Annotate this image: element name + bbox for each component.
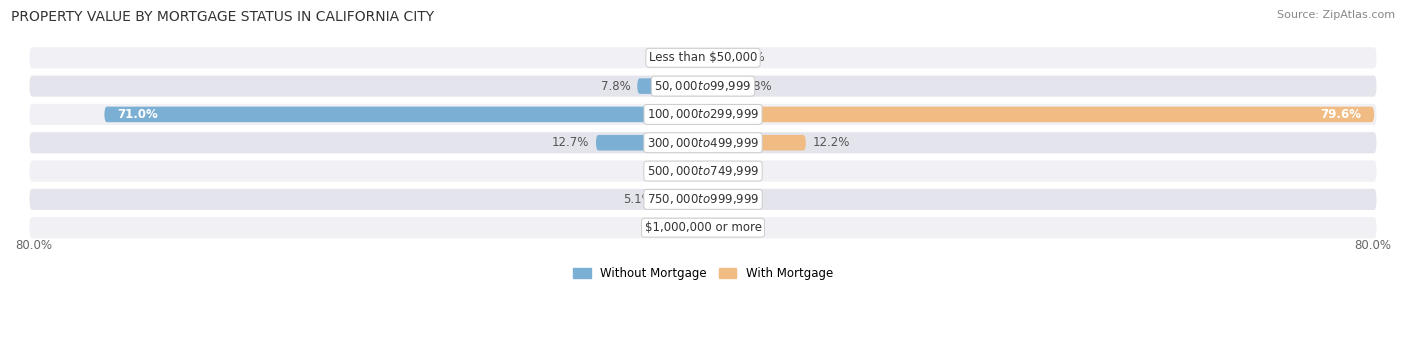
- FancyBboxPatch shape: [596, 135, 703, 151]
- Text: 7.8%: 7.8%: [600, 80, 630, 92]
- FancyBboxPatch shape: [104, 107, 703, 122]
- FancyBboxPatch shape: [703, 135, 806, 151]
- Text: Source: ZipAtlas.com: Source: ZipAtlas.com: [1277, 10, 1395, 20]
- Text: 3.0%: 3.0%: [735, 51, 765, 64]
- Text: 12.2%: 12.2%: [813, 136, 851, 149]
- FancyBboxPatch shape: [28, 46, 1378, 69]
- Text: 12.7%: 12.7%: [551, 136, 589, 149]
- Text: 71.0%: 71.0%: [117, 108, 157, 121]
- FancyBboxPatch shape: [692, 163, 703, 179]
- FancyBboxPatch shape: [703, 107, 1374, 122]
- FancyBboxPatch shape: [703, 220, 709, 236]
- Text: $750,000 to $999,999: $750,000 to $999,999: [647, 192, 759, 206]
- Text: $500,000 to $749,999: $500,000 to $749,999: [647, 164, 759, 178]
- FancyBboxPatch shape: [703, 78, 735, 94]
- FancyBboxPatch shape: [28, 159, 1378, 183]
- FancyBboxPatch shape: [659, 192, 703, 207]
- Text: 0.78%: 0.78%: [716, 193, 754, 206]
- Text: $300,000 to $499,999: $300,000 to $499,999: [647, 136, 759, 150]
- Text: PROPERTY VALUE BY MORTGAGE STATUS IN CALIFORNIA CITY: PROPERTY VALUE BY MORTGAGE STATUS IN CAL…: [11, 10, 434, 24]
- Text: $100,000 to $299,999: $100,000 to $299,999: [647, 107, 759, 121]
- Text: $1,000,000 or more: $1,000,000 or more: [644, 221, 762, 234]
- Text: 1.3%: 1.3%: [655, 165, 685, 177]
- FancyBboxPatch shape: [28, 131, 1378, 154]
- Text: 3.8%: 3.8%: [742, 80, 772, 92]
- FancyBboxPatch shape: [637, 78, 703, 94]
- FancyBboxPatch shape: [703, 50, 728, 66]
- FancyBboxPatch shape: [28, 216, 1378, 239]
- FancyBboxPatch shape: [685, 50, 703, 66]
- Text: 0.67%: 0.67%: [716, 221, 752, 234]
- Text: 80.0%: 80.0%: [15, 239, 52, 252]
- FancyBboxPatch shape: [28, 188, 1378, 211]
- FancyBboxPatch shape: [703, 192, 710, 207]
- FancyBboxPatch shape: [28, 74, 1378, 98]
- Text: 5.1%: 5.1%: [623, 193, 654, 206]
- Text: 0.0%: 0.0%: [666, 221, 696, 234]
- Text: 2.2%: 2.2%: [648, 51, 678, 64]
- FancyBboxPatch shape: [28, 103, 1378, 126]
- Legend: Without Mortgage, With Mortgage: Without Mortgage, With Mortgage: [568, 262, 838, 285]
- Text: Less than $50,000: Less than $50,000: [648, 51, 758, 64]
- Text: 80.0%: 80.0%: [1354, 239, 1391, 252]
- Text: 79.6%: 79.6%: [1320, 108, 1361, 121]
- Text: 0.0%: 0.0%: [710, 165, 740, 177]
- Text: $50,000 to $99,999: $50,000 to $99,999: [654, 79, 752, 93]
